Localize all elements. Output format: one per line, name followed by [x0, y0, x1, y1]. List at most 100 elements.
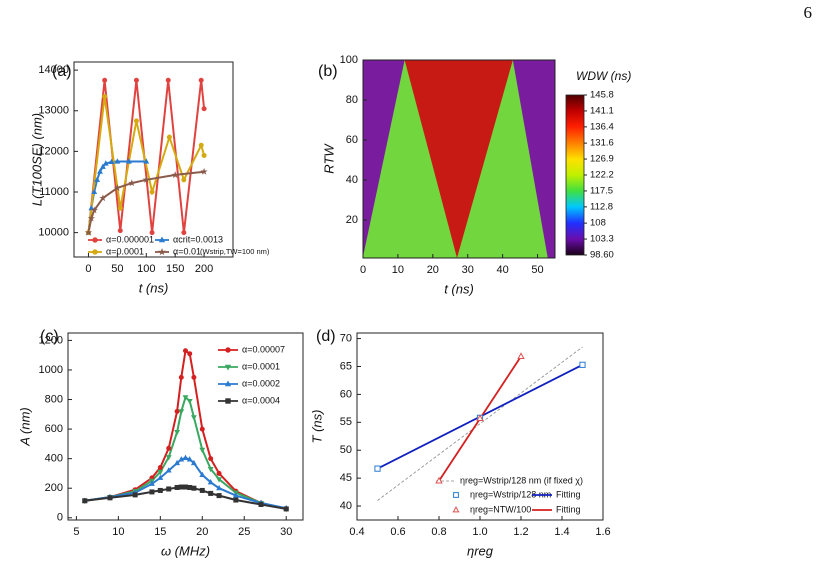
colorbar-tick-label: 117.5 — [590, 185, 613, 196]
marker — [216, 484, 222, 491]
marker — [199, 426, 205, 432]
marker — [125, 158, 132, 164]
x-tick-label: 50 — [531, 264, 543, 276]
y-tick-label: 45 — [340, 472, 352, 484]
series-line — [377, 346, 583, 501]
marker — [198, 142, 204, 148]
marker — [84, 228, 93, 236]
legend-label: ηreg=Wstrip/128 nm — [470, 489, 551, 499]
marker — [201, 106, 207, 112]
y-tick-label: 80 — [346, 94, 358, 106]
marker — [166, 134, 172, 140]
marker — [216, 493, 222, 499]
marker — [181, 177, 187, 183]
marker — [92, 249, 98, 255]
marker — [143, 158, 150, 164]
marker — [117, 228, 123, 234]
marker — [182, 395, 189, 401]
marker — [199, 471, 206, 477]
marker — [132, 492, 138, 498]
marker — [166, 486, 172, 492]
x-tick-label: 1.6 — [595, 526, 610, 538]
marker — [232, 492, 239, 498]
marker — [233, 497, 239, 503]
series-line — [84, 486, 287, 510]
y-tick-label: 1200 — [39, 334, 63, 346]
marker — [91, 188, 98, 195]
marker — [174, 484, 180, 490]
marker — [117, 205, 123, 211]
marker — [174, 408, 180, 414]
x-axis-label: ω (MHz) — [161, 543, 210, 558]
y-tick-label: 60 — [340, 388, 352, 400]
marker — [476, 414, 484, 421]
colorbar-tick-label: 108 — [590, 218, 606, 229]
marker — [178, 409, 185, 415]
y-tick-label: 0 — [57, 512, 63, 524]
marker — [191, 485, 197, 491]
x-axis-label: t (ns) — [139, 280, 169, 295]
y-tick-label: 400 — [45, 453, 63, 465]
y-tick-label: 55 — [340, 416, 352, 428]
marker — [208, 456, 214, 462]
colorbar-tick-label: 131.6 — [590, 138, 614, 149]
marker — [225, 398, 231, 404]
x-tick-label: 25 — [238, 526, 250, 538]
y-tick-label: 600 — [45, 423, 63, 435]
marker — [199, 447, 206, 454]
colorbar-tick-label: 122.2 — [590, 170, 614, 181]
x-tick-label: 100 — [137, 263, 155, 275]
marker — [114, 158, 121, 164]
colorbar-tick-label: 136.4 — [590, 121, 614, 132]
x-tick-label: 5 — [73, 526, 79, 538]
marker — [94, 176, 101, 182]
legend-label: ηreg=NTW/100 — [470, 504, 531, 514]
marker — [90, 206, 98, 214]
axes-frame — [67, 332, 304, 521]
marker — [201, 152, 207, 158]
colorbar-tick-label: 112.8 — [590, 201, 613, 212]
y-tick-label: 12000 — [38, 145, 69, 157]
marker — [99, 163, 106, 169]
y-axis-label: L(T100SE) (nm) — [29, 113, 44, 206]
marker — [187, 484, 193, 490]
y-tick-label: 40 — [346, 174, 358, 186]
marker — [224, 364, 232, 371]
series-line — [84, 456, 287, 510]
marker — [452, 506, 460, 513]
marker — [191, 374, 197, 380]
marker — [142, 176, 150, 183]
legend-label: α=0.0001 — [106, 246, 144, 256]
marker — [208, 490, 214, 496]
marker — [207, 479, 214, 485]
marker — [186, 398, 193, 405]
x-tick-label: 1.2 — [513, 526, 528, 538]
marker — [149, 489, 155, 495]
marker — [183, 484, 189, 490]
legend-label: α=0.01 — [173, 246, 201, 256]
y-tick-label: 40 — [340, 500, 352, 512]
marker — [178, 456, 185, 462]
y-tick-label: 20 — [346, 214, 358, 226]
colorbar-tick-label: 103.3 — [590, 234, 614, 245]
marker — [165, 77, 171, 83]
colorbar — [565, 94, 585, 256]
marker — [174, 429, 181, 436]
marker — [579, 361, 586, 368]
y-tick-label: 60 — [346, 134, 358, 146]
y-axis-label: RTW — [321, 143, 336, 174]
colorbar-tick-label: 145.8 — [590, 90, 614, 101]
x-tick-label: 0.6 — [390, 526, 405, 538]
page-number: 6 — [804, 3, 813, 22]
panel-label: (c) — [40, 328, 59, 345]
y-axis-label: T (ns) — [309, 410, 324, 444]
x-tick-label: 30 — [462, 264, 474, 276]
marker — [435, 476, 443, 484]
x-tick-label: 0 — [360, 264, 366, 276]
marker — [97, 168, 103, 174]
y-axis-label: A (nm) — [17, 407, 32, 447]
marker — [216, 477, 222, 483]
y-tick-label: 50 — [340, 444, 352, 456]
legend-label: ηreg=Wstrip/128 nm (if fixed χ) — [460, 475, 583, 485]
marker — [87, 214, 96, 222]
